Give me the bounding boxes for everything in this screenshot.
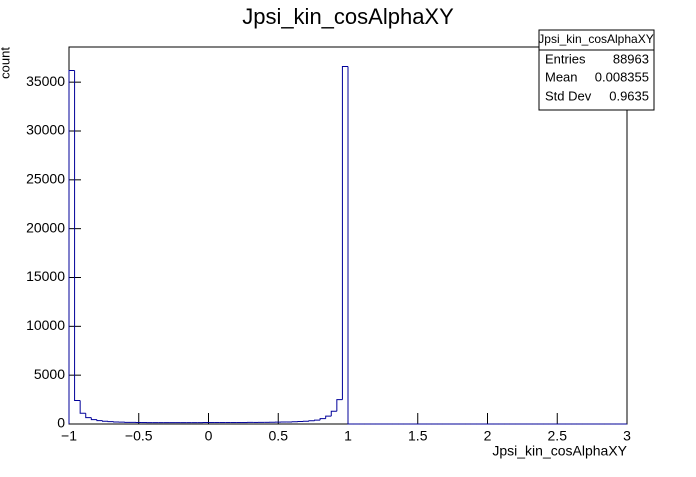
y-tick-label: 35000	[26, 73, 65, 89]
y-tick-label: 5000	[34, 366, 65, 382]
x-tick-label: −0.5	[125, 428, 153, 444]
x-tick-label: −1	[61, 428, 77, 444]
stats-box: Jpsi_kin_cosAlphaXY Entries 88963 Mean 0…	[538, 30, 654, 110]
x-tick-label: 3	[623, 428, 631, 444]
y-tick-label: 10000	[26, 317, 65, 333]
chart-title: Jpsi_kin_cosAlphaXY	[242, 4, 454, 29]
x-tick-label: 0.5	[269, 428, 289, 444]
y-axis-title: count	[0, 47, 12, 79]
y-tick-label: 20000	[26, 219, 65, 235]
x-tick-label: 1	[344, 428, 352, 444]
y-tick-label: 25000	[26, 171, 65, 187]
stats-value: 88963	[613, 51, 649, 66]
stats-value: 0.008355	[595, 69, 649, 84]
stats-label: Entries	[545, 51, 586, 66]
stats-value: 0.9635	[609, 88, 649, 103]
x-tick-label: 2.5	[548, 428, 568, 444]
x-axis-title: Jpsi_kin_cosAlphaXY	[492, 443, 627, 459]
stats-label: Std Dev	[545, 88, 592, 103]
x-tick-label: 2	[484, 428, 492, 444]
stats-label: Mean	[545, 69, 578, 84]
x-tick-label: 0	[205, 428, 213, 444]
y-tick-label: 15000	[26, 268, 65, 284]
stats-title: Jpsi_kin_cosAlphaXY	[538, 32, 653, 46]
y-tick-label: 30000	[26, 122, 65, 138]
x-tick-label: 1.5	[408, 428, 428, 444]
